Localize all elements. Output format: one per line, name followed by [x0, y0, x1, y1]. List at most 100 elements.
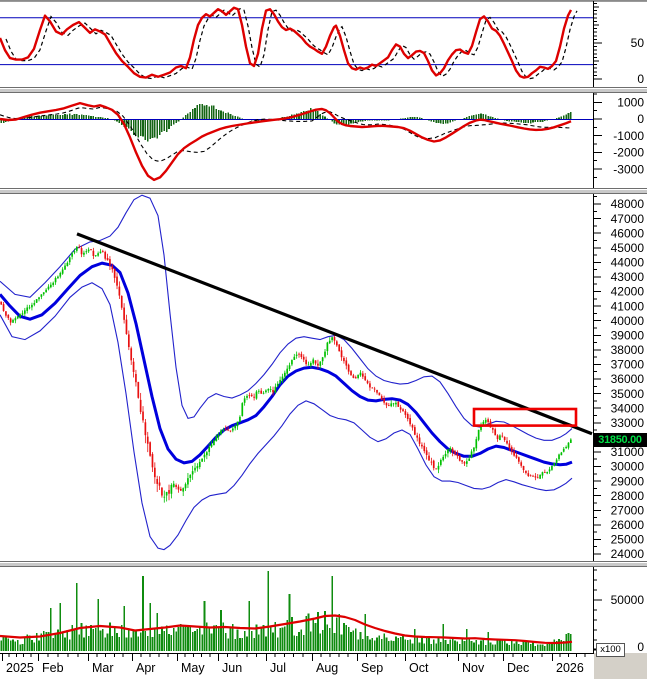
candle-body: [101, 251, 104, 252]
candle-body: [409, 418, 411, 425]
macd-histogram-bar: [324, 116, 326, 119]
macd-histogram-bar: [302, 111, 305, 119]
volume-bar: [506, 643, 508, 651]
macd-histogram-bar: [567, 112, 570, 119]
macd-histogram-bar: [196, 104, 199, 119]
candle-body: [142, 411, 144, 421]
y-axis-tick-label: 45000: [611, 241, 645, 255]
candle-body: [94, 255, 97, 257]
volume-bar: [5, 636, 7, 651]
macd-histogram-bar: [170, 119, 173, 127]
macd-histogram-bar: [562, 115, 565, 119]
volume-bar: [52, 637, 55, 651]
volume-bar: [250, 630, 253, 651]
candle-body: [19, 314, 21, 318]
candle-body: [253, 396, 255, 398]
candle-body: [402, 409, 404, 412]
candle-body: [463, 462, 466, 464]
volume-bar: [101, 629, 104, 651]
volume-bar: [85, 625, 88, 651]
volume-bar: [411, 643, 414, 651]
volume-bar: [458, 643, 461, 651]
xaxis-month-label: Nov: [462, 661, 485, 675]
candle-body: [73, 251, 76, 253]
volume-bar: [409, 639, 411, 651]
volume-bar: [369, 639, 371, 651]
xaxis-month-label: Sep: [361, 661, 383, 675]
macd-line: [0, 101, 572, 182]
volume-bar: [153, 627, 156, 651]
candle-body: [23, 310, 26, 314]
volume-bar: [331, 576, 333, 651]
volume-bar: [158, 633, 161, 651]
volume-bar: [49, 608, 52, 651]
candle-body: [532, 475, 534, 477]
candle-body: [47, 286, 50, 290]
volume-bar: [560, 640, 563, 651]
candle-body: [135, 374, 137, 383]
candle-body: [437, 465, 440, 470]
volume-bar: [534, 645, 537, 651]
y-axis-tick-label: 40000: [611, 314, 645, 328]
macd-histogram-bar: [258, 119, 260, 122]
panel-splitter-2[interactable]: [0, 188, 647, 194]
macd-histogram-bar: [513, 119, 515, 122]
candle-body: [451, 448, 454, 453]
panel-splitter-1[interactable]: [0, 87, 647, 93]
macd-histogram-bar: [227, 112, 229, 119]
volume-bar: [75, 583, 78, 651]
macd-histogram-bar: [359, 119, 362, 122]
volume-bar: [286, 620, 289, 651]
candle-body: [309, 363, 312, 366]
macd-histogram-bar: [343, 119, 345, 125]
macd-histogram-bar: [31, 116, 33, 119]
volume-bar: [418, 642, 421, 651]
candle-body: [215, 436, 218, 442]
macd-histogram-bar: [87, 115, 90, 119]
macd-histogram-bar: [451, 119, 454, 122]
volume-bar: [35, 632, 38, 651]
volume-bar: [281, 627, 284, 651]
candle-body: [161, 487, 163, 496]
macd-histogram-bar: [560, 116, 563, 119]
y-axis-tick-label: 26000: [611, 518, 645, 532]
volume-bar: [501, 640, 504, 651]
candle-body: [444, 453, 447, 457]
volume-bar: [0, 640, 3, 651]
volume-bar: [191, 632, 194, 651]
candle-body: [120, 296, 123, 308]
candle-body: [241, 403, 244, 416]
volume-bar: [201, 634, 203, 651]
volume-bar: [503, 640, 506, 651]
volume-bar: [151, 636, 154, 651]
xaxis-month-label: Apr: [136, 661, 155, 675]
y-axis-tick-label: 34000: [611, 401, 645, 415]
candle-body: [543, 472, 546, 473]
volume-bar: [307, 613, 310, 651]
candle-body: [354, 377, 357, 379]
macd-histogram-bar: [536, 119, 539, 123]
macd-histogram-bar: [449, 119, 452, 123]
candle-body: [255, 391, 258, 399]
volume-bar: [317, 612, 319, 651]
volume-bar: [90, 624, 92, 651]
candle-body: [465, 461, 468, 464]
macd-histogram-bar: [78, 115, 80, 119]
macd-histogram-bar: [411, 117, 414, 119]
macd-histogram-bar: [305, 111, 307, 119]
candle-body: [359, 372, 362, 376]
macd-histogram-bar: [132, 119, 135, 135]
volume-bar: [312, 617, 315, 651]
volume-bar: [513, 643, 515, 651]
panel-splitter-3[interactable]: [0, 561, 647, 567]
candle-body: [501, 435, 504, 437]
y-axis-tick-label: 25000: [611, 533, 645, 547]
candle-body: [468, 458, 471, 461]
candle-body: [340, 350, 343, 358]
candle-body: [64, 265, 66, 270]
candle-body: [191, 471, 194, 475]
candle-body: [539, 474, 541, 479]
bottom-right-corner: [594, 653, 647, 679]
volume-bar: [387, 640, 390, 651]
macd-histogram-bar: [130, 119, 132, 132]
